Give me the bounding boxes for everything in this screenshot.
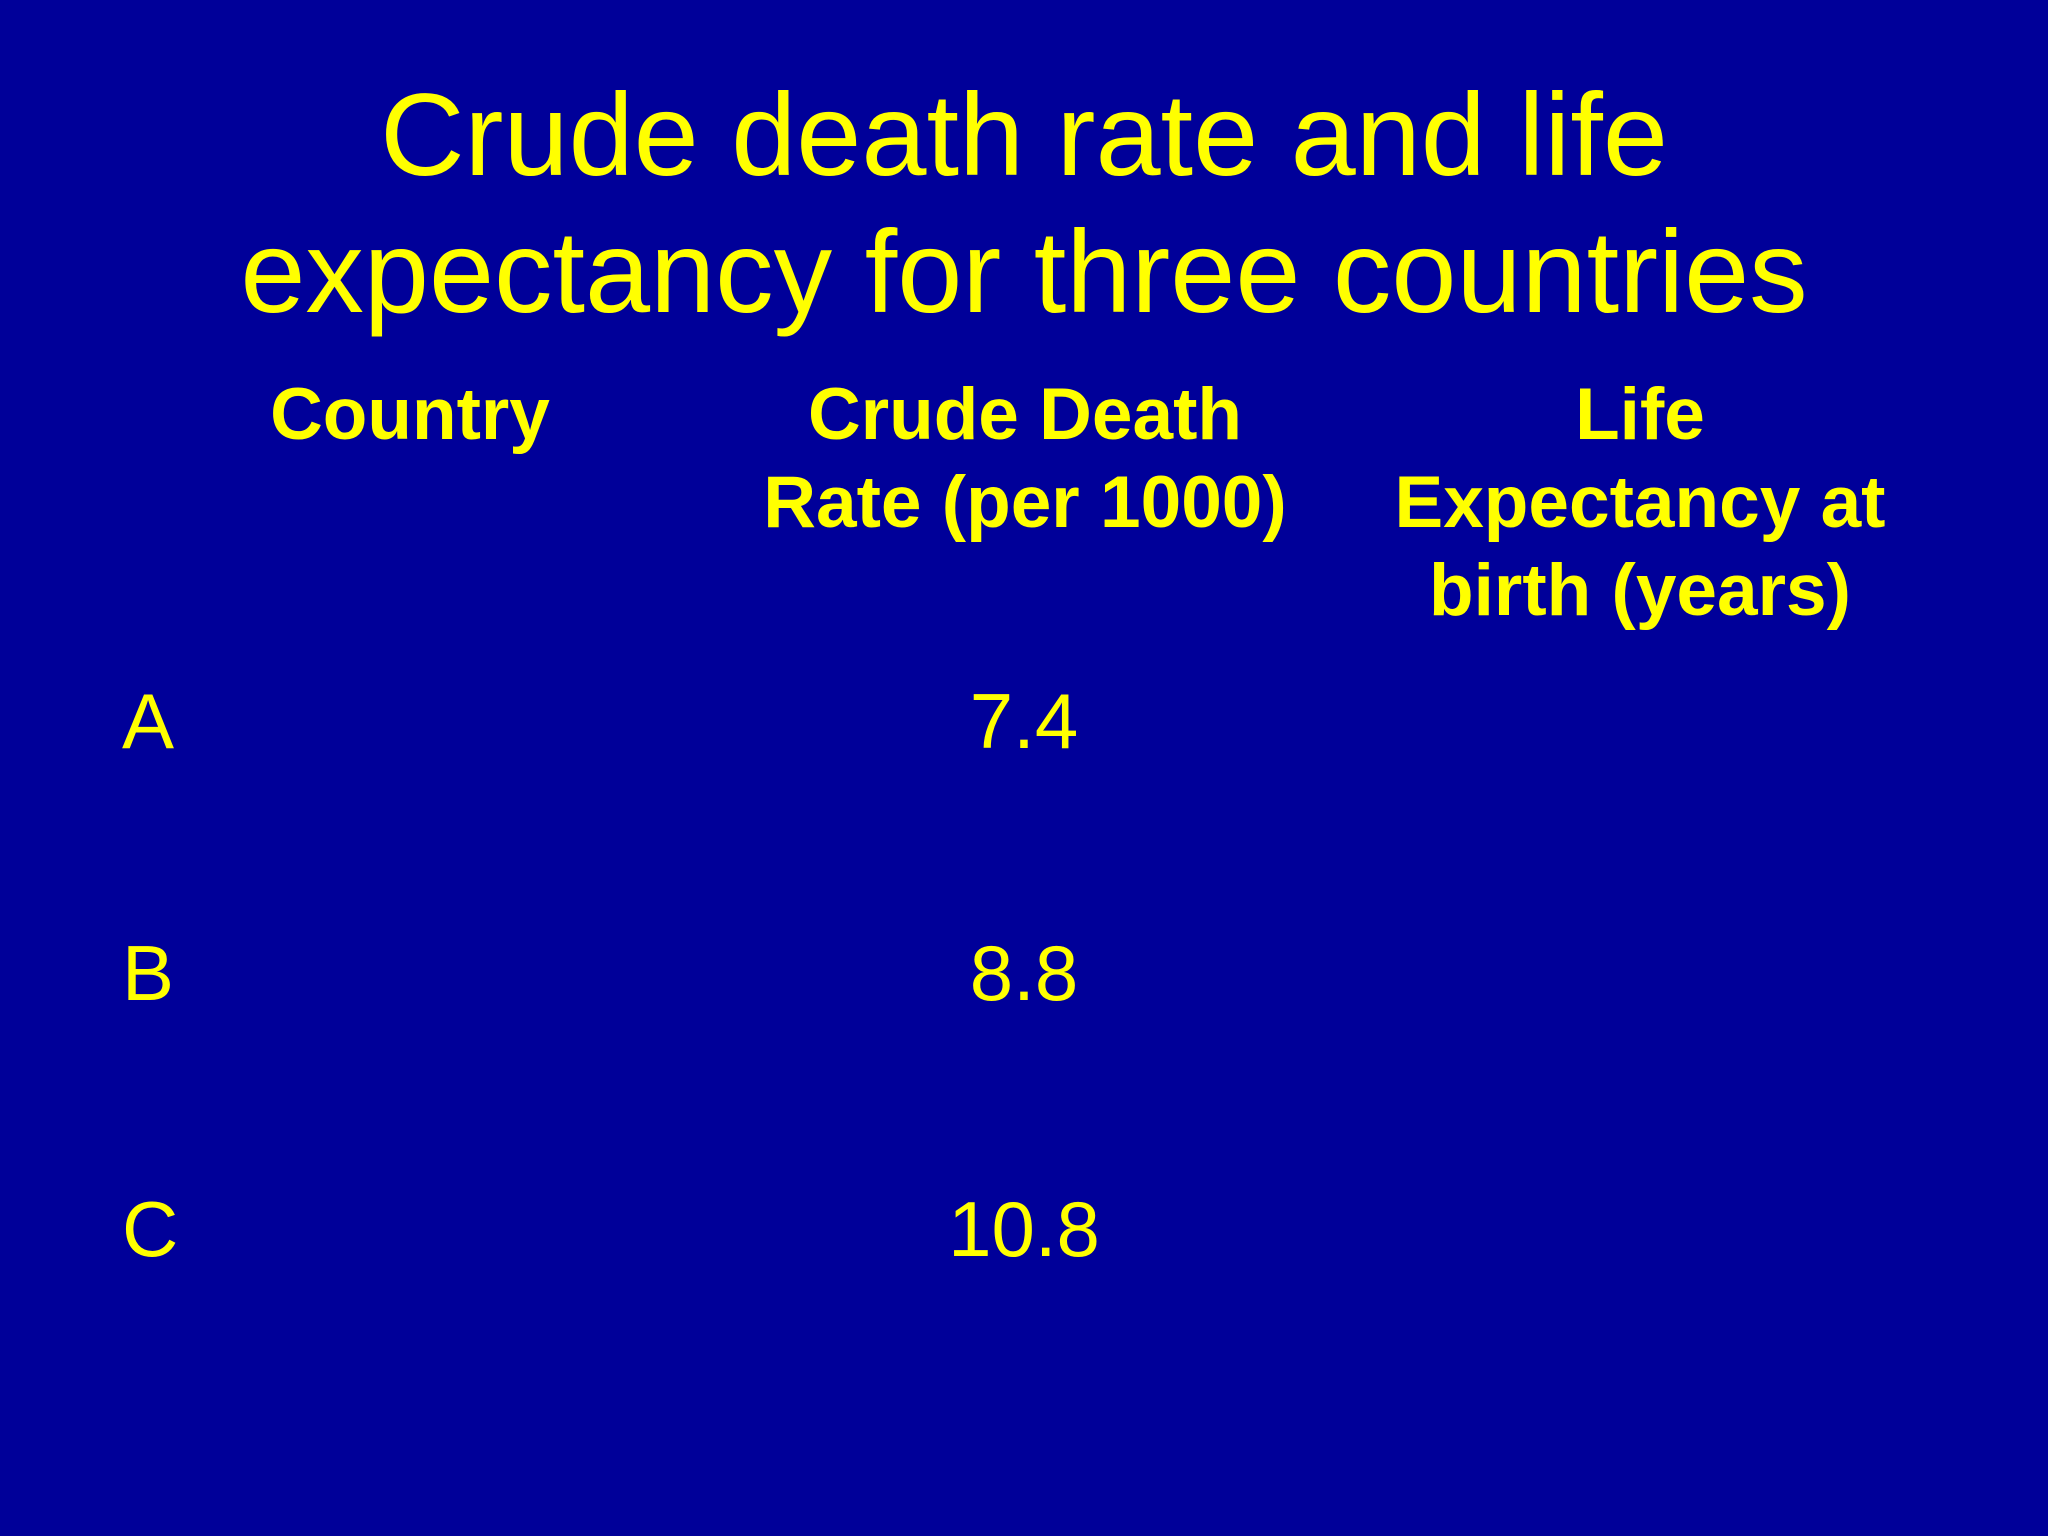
header-life-expectancy-line-1: Life — [1575, 374, 1705, 455]
header-life-expectancy-line-2: Expectancy at — [1394, 462, 1886, 543]
slide-title-line-2: expectancy for three countries — [240, 206, 1808, 337]
header-life-expectancy: Life Expectancy at birth (years) — [1350, 371, 1930, 635]
slide-title: Crude death rate and life expectancy for… — [0, 66, 2048, 340]
header-country-line-1: Country — [270, 374, 550, 455]
row-c-crude-death-rate: 10.8 — [948, 1185, 1100, 1273]
header-crude-death-rate-line-1: Crude Death — [807, 374, 1242, 455]
slide-title-line-1: Crude death rate and life — [380, 69, 1668, 200]
row-b-country: B — [122, 929, 175, 1017]
header-crude-death-rate: Crude Death Rate (per 1000) — [720, 371, 1330, 547]
header-life-expectancy-line-3: birth (years) — [1429, 550, 1851, 631]
header-country: Country — [210, 371, 610, 459]
row-c-country: C — [122, 1185, 179, 1273]
row-a-crude-death-rate: 7.4 — [969, 677, 1079, 765]
header-crude-death-rate-line-2: Rate (per 1000) — [763, 462, 1287, 543]
row-a-country: A — [122, 677, 175, 765]
row-b-crude-death-rate: 8.8 — [969, 929, 1079, 1017]
